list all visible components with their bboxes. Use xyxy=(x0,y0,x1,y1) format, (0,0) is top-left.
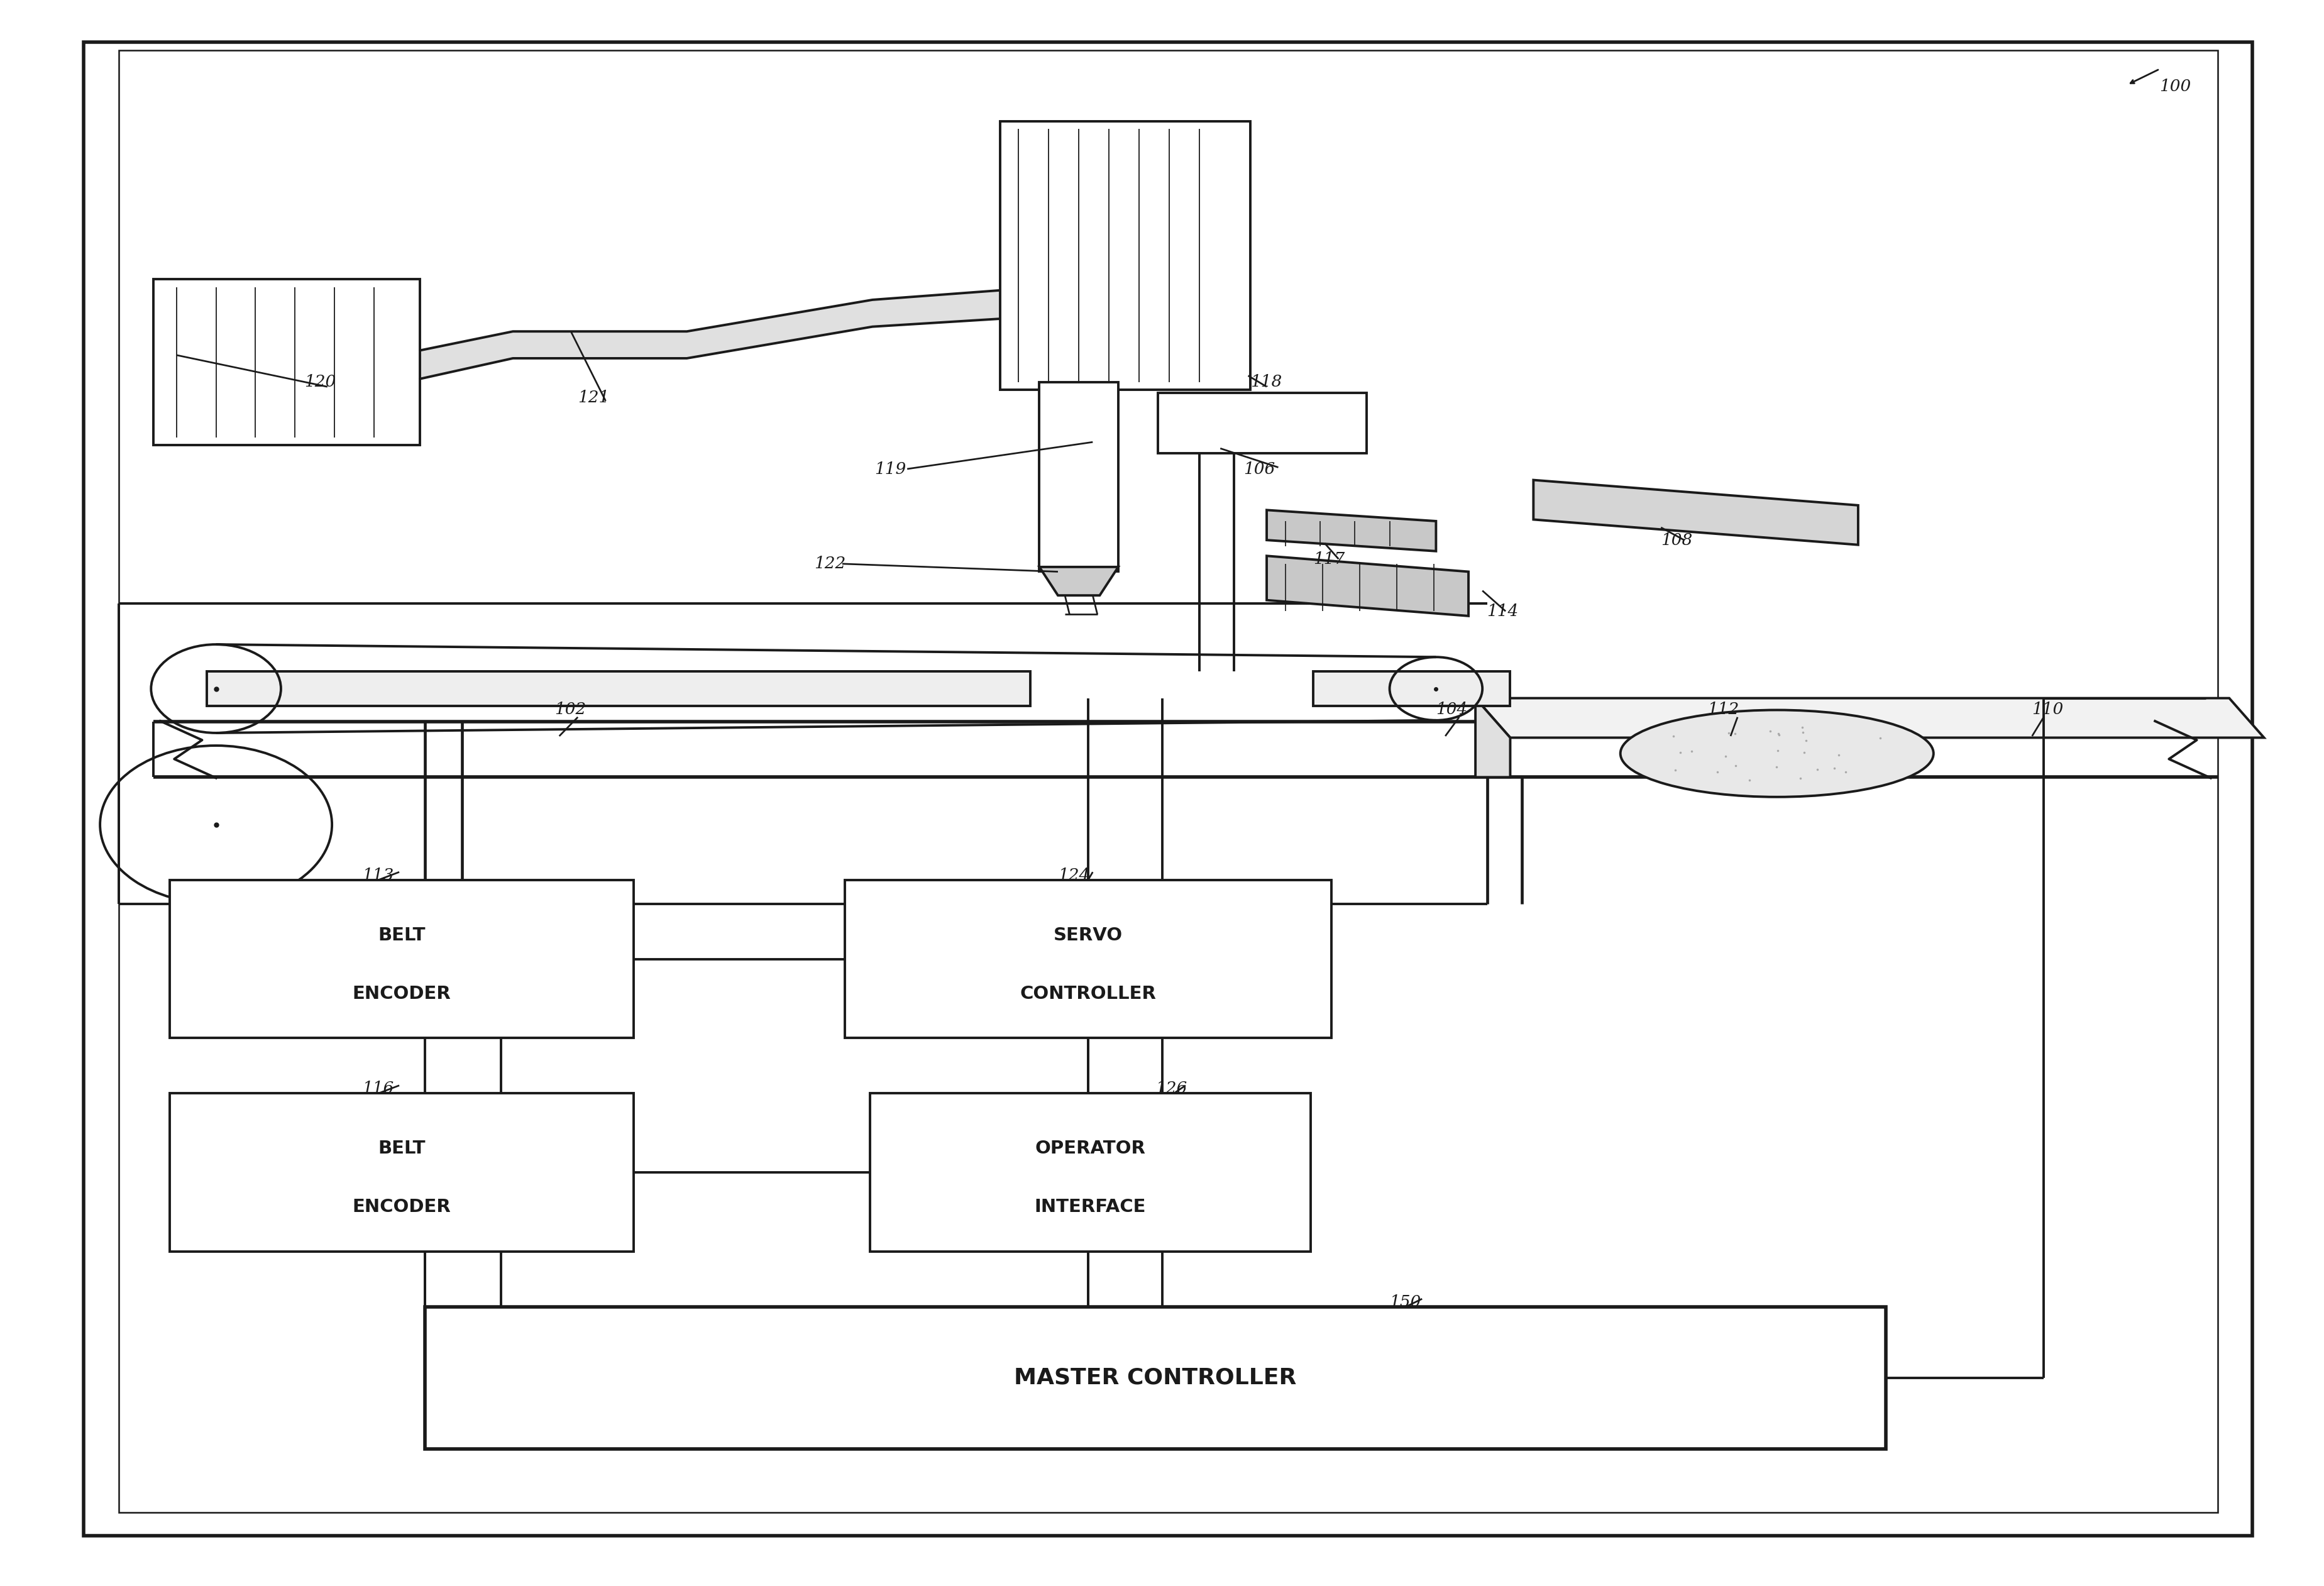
Text: 100: 100 xyxy=(2159,79,2192,94)
Text: BELT: BELT xyxy=(379,1140,425,1158)
Text: 122: 122 xyxy=(813,557,846,571)
Polygon shape xyxy=(1476,698,2264,737)
Bar xyxy=(1313,671,1511,706)
Text: ENCODER: ENCODER xyxy=(353,1199,451,1216)
Text: 116: 116 xyxy=(363,1080,393,1096)
Bar xyxy=(1157,393,1367,454)
Polygon shape xyxy=(1267,511,1436,552)
Bar xyxy=(425,1307,1885,1450)
Bar xyxy=(170,1093,634,1251)
Text: CONTROLLER: CONTROLLER xyxy=(1020,985,1155,1002)
Text: 126: 126 xyxy=(1155,1080,1188,1096)
Text: 108: 108 xyxy=(1662,533,1692,549)
Text: 121: 121 xyxy=(579,390,609,406)
Text: 104: 104 xyxy=(1436,701,1466,717)
Text: ENCODER: ENCODER xyxy=(353,985,451,1002)
Text: 118: 118 xyxy=(1250,374,1283,390)
Text: BELT: BELT xyxy=(379,926,425,944)
Bar xyxy=(844,880,1332,1037)
Text: 112: 112 xyxy=(1706,701,1738,717)
Bar xyxy=(999,121,1250,390)
Bar xyxy=(153,279,421,446)
Text: 110: 110 xyxy=(2031,701,2064,717)
Bar xyxy=(1039,382,1118,571)
Polygon shape xyxy=(1039,566,1118,595)
Text: 150: 150 xyxy=(1390,1294,1420,1310)
Text: OPERATOR: OPERATOR xyxy=(1034,1140,1146,1158)
Text: 102: 102 xyxy=(555,701,586,717)
Text: 119: 119 xyxy=(874,462,906,477)
Text: 113: 113 xyxy=(363,868,393,883)
Text: 124: 124 xyxy=(1057,868,1090,883)
Text: MASTER CONTROLLER: MASTER CONTROLLER xyxy=(1013,1367,1297,1389)
Bar xyxy=(869,1093,1311,1251)
Text: INTERFACE: INTERFACE xyxy=(1034,1199,1146,1216)
Text: 120: 120 xyxy=(304,374,335,390)
Ellipse shape xyxy=(1620,711,1934,796)
Polygon shape xyxy=(1476,698,1511,777)
Polygon shape xyxy=(1267,555,1469,615)
Text: 117: 117 xyxy=(1313,552,1343,566)
Bar xyxy=(170,880,634,1037)
Bar xyxy=(207,671,1030,706)
Text: 106: 106 xyxy=(1243,462,1276,477)
Polygon shape xyxy=(1534,481,1857,546)
Text: SERVO: SERVO xyxy=(1053,926,1122,944)
Text: 114: 114 xyxy=(1487,603,1518,619)
